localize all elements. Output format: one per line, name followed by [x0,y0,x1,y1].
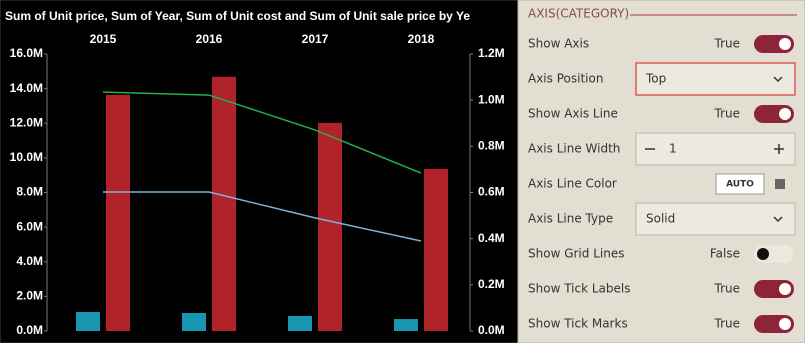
bar [106,94,130,331]
y-tick-label: 14.0M [10,81,43,95]
color-value: AUTO [726,180,754,190]
y-tick-label: 0.0M [16,323,43,337]
dropdown-value: Top [645,72,666,86]
bar [76,311,100,331]
toggle-knob [779,38,791,50]
toggle-state: False [710,247,740,261]
y2-tick-label: 0.4M [478,231,505,245]
x-tick-label: 2017 [302,32,329,46]
properties-panel: AXIS(CATEGORY) Show Axis True Axis Positio… [517,0,805,343]
setting-label: Axis Line Color [528,177,617,191]
bar [394,319,418,331]
color-button[interactable] [715,173,765,195]
chevron [773,76,783,83]
y-tick-label: 10.0M [10,150,43,164]
toggle-knob [779,283,791,295]
bar [318,122,342,331]
y-tick-label: 4.0M [16,254,43,268]
y-tick-label: 8.0M [16,185,43,199]
y2-tick-label: 0.8M [478,139,505,153]
setting-label: Axis Position [528,72,603,86]
dropdown[interactable] [635,202,796,236]
bar [212,76,236,331]
y-tick-label: 16.0M [10,46,43,60]
dropdown-value: Solid [646,212,675,226]
y2-tick-label: 0.2M [478,277,505,291]
y2-tick-label: 0.6M [478,185,505,199]
chart: Sum of Unit price, Sum of Year, Sum of U… [5,9,505,337]
x-tick-label: 2015 [90,32,117,46]
toggle-state: True [714,37,741,51]
x-tick-label: 2016 [196,32,223,46]
toggle-state: True [714,317,741,331]
toggle-knob [779,108,791,120]
setting-label: Show Axis [528,37,589,51]
setting-label: Show Grid Lines [528,247,624,261]
plus-button[interactable] [774,144,784,154]
y2-tick-label: 1.2M [478,46,505,60]
line [102,91,422,174]
setting-label: Axis Line Type [528,212,613,226]
y-tick-label: 2.0M [16,289,43,303]
toggle-state: True [714,282,741,296]
panel-header: AXIS(CATEGORY) [528,7,629,21]
setting-label: Show Tick Marks [528,317,628,331]
line [103,191,422,242]
y2-tick-label: 1.0M [478,92,505,106]
dropdown[interactable] [635,62,796,96]
toggle-state: True [714,107,741,121]
stepper [635,132,796,166]
toggle-knob [757,248,769,260]
bar [288,315,312,331]
x-tick-label: 2018 [408,32,435,46]
toggle-knob [779,318,791,330]
chevron [773,216,783,223]
setting-label: Axis Line Width [528,142,620,156]
setting-label: Show Axis Line [528,107,618,121]
setting-label: Show Tick Labels [528,282,630,296]
y2-tick-label: 0.0M [478,323,505,337]
chart-title: Sum of Unit price, Sum of Year, Sum of U… [5,9,470,23]
bar [182,312,206,331]
color-swatch [775,179,785,189]
y-tick-label: 12.0M [10,115,43,129]
y-tick-label: 6.0M [16,219,43,233]
bar [424,168,448,331]
stepper-value: 1 [669,142,677,156]
